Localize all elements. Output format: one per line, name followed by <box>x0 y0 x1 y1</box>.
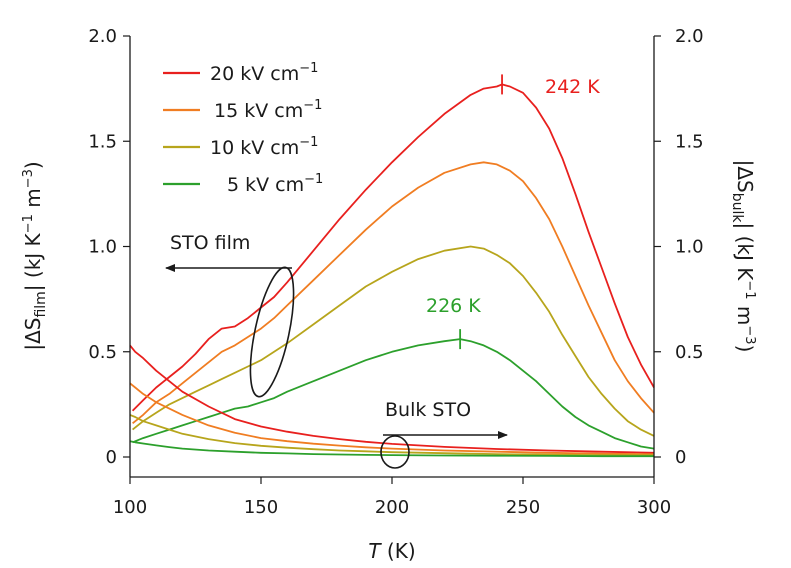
series-layer <box>129 74 655 458</box>
legend-label-5kv: 5 kV cm−1 <box>227 172 323 196</box>
y-left-tick-label-2: 2.0 <box>88 26 117 47</box>
y-right-tick-label-2: 2.0 <box>675 26 704 47</box>
series-line-15kv-bulk <box>129 382 655 456</box>
ticks-layer: 100 150 200 250 300 0 0 0.5 0.5 1.0 1.0 1.5 1.5 2.0 2.… <box>88 26 703 518</box>
sto-film-label: STO film <box>170 232 250 254</box>
series-line-10kv-bulk <box>129 414 655 457</box>
bulk-curves-ellipse <box>380 435 410 469</box>
peak-label-242k: 242 K <box>545 76 600 98</box>
legend-item-20kv: 20 kV cm−1 <box>163 61 318 85</box>
legend: 20 kV cm−1 15 kV cm−1 10 kV cm−1 5 kV cm… <box>163 61 323 196</box>
y-right-tick-label-1-5: 1.5 <box>675 131 704 152</box>
series-line-5kv-film <box>132 338 655 450</box>
legend-label-15kv: 15 kV cm−1 <box>214 98 322 122</box>
x-tick-label-250: 250 <box>506 497 540 518</box>
x-tick-label-100: 100 <box>113 497 147 518</box>
y-left-tick-label-1: 1.0 <box>88 237 117 258</box>
y-right-tick-label-1: 1.0 <box>675 237 704 258</box>
y-axis-title-left: |ΔSfilm| (kJ K−1 m−3) <box>21 161 49 350</box>
series-line-10kv-film <box>132 245 655 437</box>
x-tick-label-150: 150 <box>244 497 278 518</box>
y-left-tick-label-0: 0 <box>106 447 117 468</box>
y-axis-title-right: |ΔSbulk| (kJ K−1 m−3) <box>729 160 757 353</box>
film-curves-ellipse <box>249 266 295 398</box>
legend-item-5kv: 5 kV cm−1 <box>163 172 323 196</box>
legend-label-10kv: 10 kV cm−1 <box>210 135 318 159</box>
y-left-tick-label-0-5: 0.5 <box>88 342 117 363</box>
series-line-15kv-film <box>132 161 655 425</box>
y-right-tick-label-0-5: 0.5 <box>675 342 704 363</box>
y-right-tick-label-0: 0 <box>675 447 686 468</box>
series-line-20kv-bulk <box>129 344 655 454</box>
x-tick-label-300: 300 <box>637 497 671 518</box>
series-line-20kv-film <box>131 83 655 412</box>
peak-label-226k: 226 K <box>426 295 481 317</box>
x-tick-label-200: 200 <box>375 497 409 518</box>
x-axis-title: T (K) <box>368 539 415 563</box>
legend-item-10kv: 10 kV cm−1 <box>163 135 318 159</box>
series-line-5kv-bulk <box>129 440 654 458</box>
y-left-tick-label-1-5: 1.5 <box>88 131 117 152</box>
legend-item-15kv: 15 kV cm−1 <box>163 98 322 122</box>
legend-label-20kv: 20 kV cm−1 <box>210 61 318 85</box>
bulk-sto-label: Bulk STO <box>385 399 471 421</box>
